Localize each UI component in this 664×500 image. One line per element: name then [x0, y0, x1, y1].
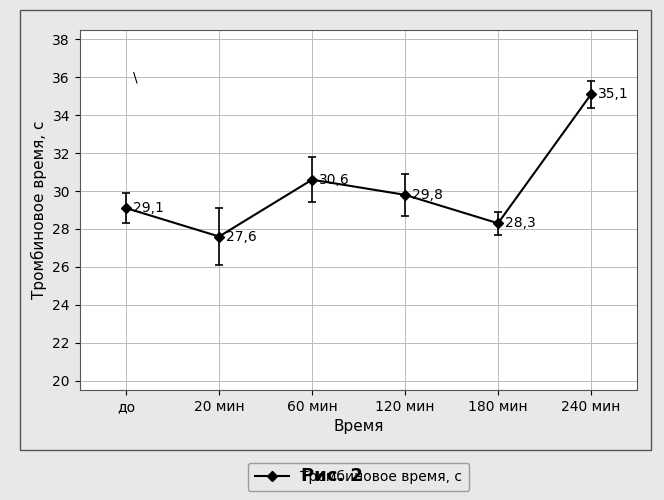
Y-axis label: Тромбиновое время, с: Тромбиновое время, с [31, 120, 46, 299]
Text: \: \ [133, 70, 137, 85]
Text: 27,6: 27,6 [226, 230, 256, 243]
Text: Рис. 2: Рис. 2 [301, 467, 363, 485]
X-axis label: Время: Время [333, 420, 384, 434]
Text: 30,6: 30,6 [319, 172, 349, 186]
Legend: Тромбиновое время, с: Тромбиновое время, с [248, 463, 469, 491]
Text: 28,3: 28,3 [505, 216, 535, 230]
Text: 29,8: 29,8 [412, 188, 442, 202]
Text: 29,1: 29,1 [133, 201, 163, 215]
Text: 35,1: 35,1 [598, 88, 628, 102]
